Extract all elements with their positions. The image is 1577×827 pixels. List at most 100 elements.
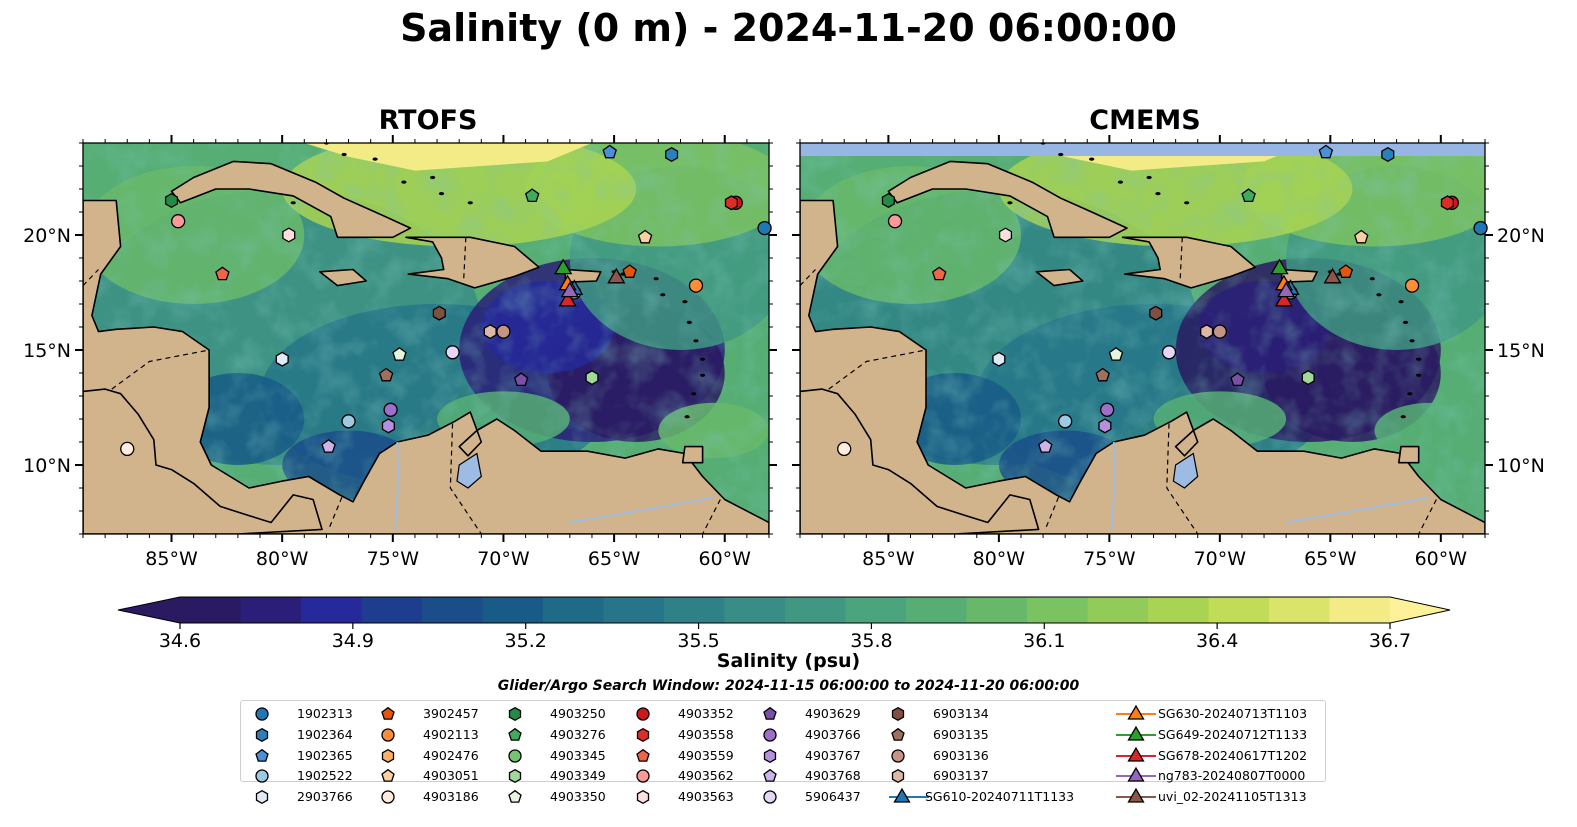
legend-label: SG678-20240617T1202: [1158, 747, 1308, 763]
colorbar-segment: [906, 597, 967, 623]
lat-tick-label: 15°N: [1497, 340, 1545, 362]
colorbar-tick-label: 36.7: [1369, 630, 1411, 652]
legend-label: 4903629: [805, 706, 861, 721]
argo-float-marker: [1098, 418, 1112, 434]
legend-label: 4903250: [550, 706, 606, 721]
lon-tick-label: 80°W: [973, 548, 1026, 570]
colorbar-segment: [845, 597, 907, 623]
legend-label: 4903276: [550, 726, 606, 742]
land-polygon: [238, 120, 278, 136]
hexagon-marker-icon: [255, 727, 269, 742]
circle-marker-icon: [891, 748, 905, 763]
legend-label: 4903186: [423, 789, 479, 805]
argo-float-marker: [1099, 402, 1115, 417]
lat-tick-label: 10°N: [1497, 455, 1545, 477]
glider-marker: [1270, 258, 1289, 275]
legend-label: 4903051: [423, 768, 479, 784]
argo-float-marker: [164, 192, 179, 209]
legend-label: 4903345: [550, 747, 606, 763]
argo-float-marker: [1038, 438, 1053, 453]
circle-marker-icon: [508, 748, 522, 763]
lon-tick-label: 65°W: [588, 548, 641, 570]
argo-float-marker: [585, 370, 599, 386]
colorbar-segment: [785, 597, 846, 623]
argo-float-marker: [665, 146, 679, 163]
land-polygon: [1280, 268, 1318, 284]
land-polygon: [170, 160, 412, 239]
lat-tick-label: 20°N: [1497, 225, 1545, 247]
circle-marker-icon: [381, 728, 395, 742]
figure-title: Salinity (0 m) - 2024-11-20 06:00:00: [400, 6, 1177, 50]
legend-label: 1902522: [297, 768, 353, 784]
lon-tick-label: 60°W: [1415, 548, 1468, 570]
land-polygon: [955, 120, 995, 136]
argo-float-marker: [1241, 188, 1256, 203]
colorbar-segment: [1329, 597, 1391, 623]
argo-float-marker: [1354, 229, 1369, 244]
pentagon-marker-icon: [763, 769, 777, 783]
pentagon-marker-icon: [508, 790, 522, 803]
triangle-marker-icon: [889, 787, 929, 803]
pentagon-marker-icon: [763, 706, 777, 720]
argo-float-marker: [383, 402, 398, 417]
colorbar-segment: [724, 597, 786, 623]
argo-float-marker: [1200, 324, 1214, 340]
argo-float-marker: [1440, 195, 1454, 211]
argo-float-marker: [1108, 346, 1124, 361]
panel-title-cmems: CMEMS: [1089, 105, 1201, 136]
argo-float-marker: [1473, 220, 1488, 236]
panel-title-rtofs: RTOFS: [378, 105, 478, 136]
colorbar-tick-label: 35.2: [505, 630, 547, 652]
colorbar-segment: [966, 597, 1028, 623]
glider-marker: [554, 258, 573, 275]
glider-marker: [558, 290, 577, 307]
land-polygon: [1035, 268, 1084, 287]
triangle-marker-icon: [1116, 746, 1156, 762]
argo-float-marker: [378, 367, 394, 382]
argo-float-marker: [120, 441, 135, 457]
hexagon-marker-icon: [508, 706, 522, 722]
argo-float-marker: [513, 372, 529, 387]
argo-float-marker: [1404, 278, 1420, 293]
pentagon-marker-icon: [508, 727, 522, 741]
lon-tick-label: 70°W: [1194, 548, 1247, 570]
argo-float-marker: [215, 266, 230, 281]
argo-float-marker: [483, 324, 497, 340]
argo-float-marker: [992, 351, 1006, 367]
argo-float-marker: [1212, 324, 1227, 339]
legend-label: SG630-20240713T1103: [1158, 706, 1308, 721]
map-panel-cmems: 85°W 80°W 75°W 70°W 65°W 60°W 20°N 15°N 10°N: [792, 120, 1545, 570]
lat-tick-label: 20°N: [23, 225, 71, 247]
legend-label: 6903137: [933, 768, 989, 784]
land-polygon: [887, 160, 1128, 239]
colorbar-segment: [1269, 597, 1330, 623]
hexagon-marker-icon: [891, 769, 905, 784]
argo-float-marker: [1338, 264, 1354, 278]
argo-float-marker: [432, 305, 446, 321]
legend-label: 1902313: [297, 706, 353, 721]
glider-marker: [1323, 267, 1342, 284]
argo-float-marker: [1095, 367, 1110, 382]
circle-marker-icon: [763, 728, 777, 742]
glider-marker: [1274, 290, 1294, 307]
circle-marker-icon: [381, 790, 395, 804]
legend-label: 6903136: [933, 747, 989, 763]
colorbar-segment: [1027, 597, 1088, 623]
pentagon-marker-icon: [381, 706, 395, 720]
colorbar-segment: [543, 597, 604, 623]
circle-marker-icon: [636, 707, 650, 721]
colorbar-segment: [603, 597, 665, 623]
legend-label: 4903559: [678, 747, 734, 763]
triangle-marker-icon: [1116, 787, 1156, 803]
triangle-marker-icon: [1116, 725, 1156, 741]
hexagon-marker-icon: [891, 706, 905, 722]
legend-label: 4903563: [678, 789, 734, 805]
land-polygon: [1398, 445, 1420, 464]
colorbar-segment: [482, 597, 544, 623]
colorbar-tick-label: 36.1: [1023, 630, 1065, 652]
colorbar: 34.6 34.9 35.2 35.5 35.8 36.1 36.4 36.7: [117, 596, 1451, 652]
argo-float-marker: [392, 346, 407, 361]
colorbar-segment: [180, 597, 241, 623]
argo-float-marker: [688, 278, 704, 293]
legend-label: SG649-20240712T1133: [1158, 726, 1308, 742]
